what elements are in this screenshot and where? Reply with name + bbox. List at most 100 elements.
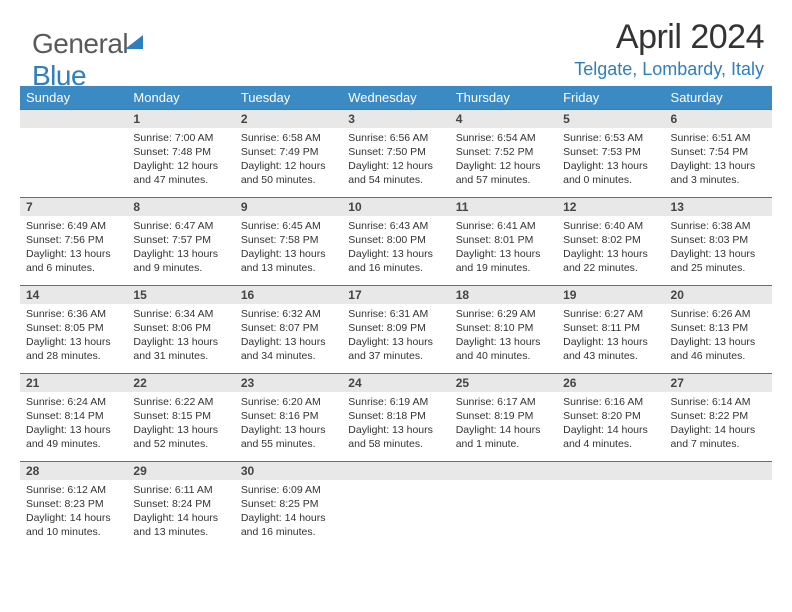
day-number: 22 — [127, 374, 234, 391]
day-details: Sunrise: 6:11 AMSunset: 8:24 PMDaylight:… — [127, 480, 234, 544]
day-number-cell — [450, 462, 557, 480]
weekday-header: Thursday — [450, 86, 557, 110]
day-number-cell: 6 — [665, 110, 772, 128]
day-cell: Sunrise: 6:41 AMSunset: 8:01 PMDaylight:… — [450, 216, 557, 286]
day-number: 28 — [20, 462, 127, 479]
day-number: 21 — [20, 374, 127, 391]
day-number: 9 — [235, 198, 342, 215]
day-cell: Sunrise: 6:32 AMSunset: 8:07 PMDaylight:… — [235, 304, 342, 374]
day-number-cell: 3 — [342, 110, 449, 128]
week-row: Sunrise: 6:12 AMSunset: 8:23 PMDaylight:… — [20, 480, 772, 550]
day-number: 11 — [450, 198, 557, 215]
day-number-cell: 25 — [450, 374, 557, 392]
day-number: 14 — [20, 286, 127, 303]
weekday-header: Monday — [127, 86, 234, 110]
day-number: 10 — [342, 198, 449, 215]
day-number-cell: 7 — [20, 198, 127, 216]
day-details: Sunrise: 6:43 AMSunset: 8:00 PMDaylight:… — [342, 216, 449, 280]
day-cell: Sunrise: 6:29 AMSunset: 8:10 PMDaylight:… — [450, 304, 557, 374]
day-number-cell: 1 — [127, 110, 234, 128]
day-cell: Sunrise: 6:22 AMSunset: 8:15 PMDaylight:… — [127, 392, 234, 462]
day-number: 6 — [665, 110, 772, 127]
day-number-cell: 27 — [665, 374, 772, 392]
day-number-cell: 24 — [342, 374, 449, 392]
day-details: Sunrise: 6:58 AMSunset: 7:49 PMDaylight:… — [235, 128, 342, 192]
day-cell — [450, 480, 557, 550]
logo-text-2: Blue — [32, 60, 86, 91]
day-details: Sunrise: 6:45 AMSunset: 7:58 PMDaylight:… — [235, 216, 342, 280]
day-details: Sunrise: 6:36 AMSunset: 8:05 PMDaylight:… — [20, 304, 127, 368]
day-number-cell: 13 — [665, 198, 772, 216]
day-cell — [342, 480, 449, 550]
day-number-cell: 23 — [235, 374, 342, 392]
day-number-cell: 15 — [127, 286, 234, 304]
day-cell: Sunrise: 6:40 AMSunset: 8:02 PMDaylight:… — [557, 216, 664, 286]
day-number-cell: 22 — [127, 374, 234, 392]
day-details: Sunrise: 6:16 AMSunset: 8:20 PMDaylight:… — [557, 392, 664, 456]
day-number: 17 — [342, 286, 449, 303]
day-number: 29 — [127, 462, 234, 479]
day-number: 1 — [127, 110, 234, 127]
day-number: 3 — [342, 110, 449, 127]
day-number-cell: 14 — [20, 286, 127, 304]
day-details: Sunrise: 6:38 AMSunset: 8:03 PMDaylight:… — [665, 216, 772, 280]
day-cell: Sunrise: 6:31 AMSunset: 8:09 PMDaylight:… — [342, 304, 449, 374]
day-number-cell: 18 — [450, 286, 557, 304]
day-number-cell: 11 — [450, 198, 557, 216]
day-number-cell — [20, 110, 127, 128]
day-number: 18 — [450, 286, 557, 303]
day-number-cell: 4 — [450, 110, 557, 128]
day-number: 30 — [235, 462, 342, 479]
logo-text-1: General — [32, 28, 128, 59]
day-number: 5 — [557, 110, 664, 127]
day-number-cell: 20 — [665, 286, 772, 304]
day-details: Sunrise: 6:12 AMSunset: 8:23 PMDaylight:… — [20, 480, 127, 544]
day-cell — [20, 128, 127, 198]
day-cell: Sunrise: 6:36 AMSunset: 8:05 PMDaylight:… — [20, 304, 127, 374]
day-number: 24 — [342, 374, 449, 391]
week-row: Sunrise: 6:36 AMSunset: 8:05 PMDaylight:… — [20, 304, 772, 374]
day-number-cell: 5 — [557, 110, 664, 128]
week-row: Sunrise: 7:00 AMSunset: 7:48 PMDaylight:… — [20, 128, 772, 198]
day-number-cell: 9 — [235, 198, 342, 216]
day-details: Sunrise: 6:40 AMSunset: 8:02 PMDaylight:… — [557, 216, 664, 280]
day-details: Sunrise: 6:24 AMSunset: 8:14 PMDaylight:… — [20, 392, 127, 456]
day-details: Sunrise: 7:00 AMSunset: 7:48 PMDaylight:… — [127, 128, 234, 192]
day-cell: Sunrise: 6:38 AMSunset: 8:03 PMDaylight:… — [665, 216, 772, 286]
day-details: Sunrise: 6:14 AMSunset: 8:22 PMDaylight:… — [665, 392, 772, 456]
day-details: Sunrise: 6:49 AMSunset: 7:56 PMDaylight:… — [20, 216, 127, 280]
day-details: Sunrise: 6:20 AMSunset: 8:16 PMDaylight:… — [235, 392, 342, 456]
day-details: Sunrise: 6:09 AMSunset: 8:25 PMDaylight:… — [235, 480, 342, 544]
day-number-cell: 17 — [342, 286, 449, 304]
daynum-row: 21222324252627 — [20, 374, 772, 392]
day-details: Sunrise: 6:51 AMSunset: 7:54 PMDaylight:… — [665, 128, 772, 192]
day-number: 16 — [235, 286, 342, 303]
day-cell: Sunrise: 6:14 AMSunset: 8:22 PMDaylight:… — [665, 392, 772, 462]
day-number: 19 — [557, 286, 664, 303]
day-cell: Sunrise: 6:17 AMSunset: 8:19 PMDaylight:… — [450, 392, 557, 462]
day-details: Sunrise: 6:31 AMSunset: 8:09 PMDaylight:… — [342, 304, 449, 368]
day-cell: Sunrise: 6:26 AMSunset: 8:13 PMDaylight:… — [665, 304, 772, 374]
day-number-cell: 2 — [235, 110, 342, 128]
weekday-header: Tuesday — [235, 86, 342, 110]
day-number: 4 — [450, 110, 557, 127]
day-cell: Sunrise: 6:27 AMSunset: 8:11 PMDaylight:… — [557, 304, 664, 374]
day-number-cell: 28 — [20, 462, 127, 480]
weekday-header: Wednesday — [342, 86, 449, 110]
day-details: Sunrise: 6:19 AMSunset: 8:18 PMDaylight:… — [342, 392, 449, 456]
day-details: Sunrise: 6:34 AMSunset: 8:06 PMDaylight:… — [127, 304, 234, 368]
day-cell: Sunrise: 6:51 AMSunset: 7:54 PMDaylight:… — [665, 128, 772, 198]
day-details: Sunrise: 6:47 AMSunset: 7:57 PMDaylight:… — [127, 216, 234, 280]
day-number-cell: 30 — [235, 462, 342, 480]
day-cell: Sunrise: 6:43 AMSunset: 8:00 PMDaylight:… — [342, 216, 449, 286]
day-number: 23 — [235, 374, 342, 391]
logo-triangle-icon — [125, 35, 143, 49]
day-number-cell — [665, 462, 772, 480]
day-number: 7 — [20, 198, 127, 215]
day-number: 26 — [557, 374, 664, 391]
day-number: 2 — [235, 110, 342, 127]
day-details: Sunrise: 6:54 AMSunset: 7:52 PMDaylight:… — [450, 128, 557, 192]
day-details: Sunrise: 6:41 AMSunset: 8:01 PMDaylight:… — [450, 216, 557, 280]
day-number-cell: 12 — [557, 198, 664, 216]
day-number: 25 — [450, 374, 557, 391]
